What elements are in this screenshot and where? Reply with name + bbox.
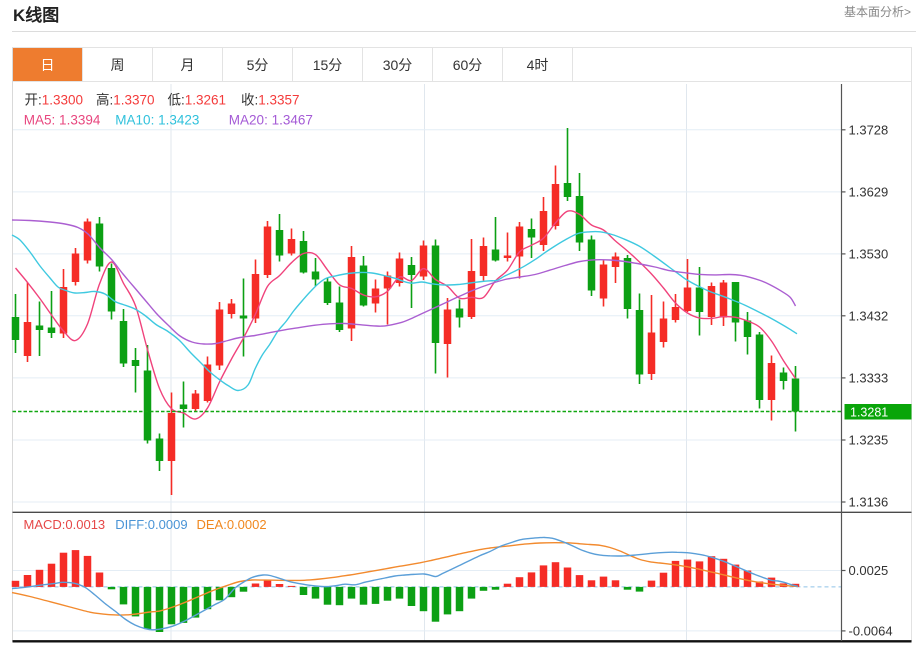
svg-text:1.3281: 1.3281 (850, 405, 888, 419)
svg-text:1.3530: 1.3530 (849, 246, 889, 261)
svg-text:开:1.3300: 开:1.3300 (25, 93, 84, 108)
svg-text:1.3235: 1.3235 (849, 433, 889, 448)
svg-text:0.0025: 0.0025 (849, 563, 889, 578)
svg-text:1.3432: 1.3432 (849, 308, 889, 323)
svg-text:MA5: 1.3394: MA5: 1.3394 (24, 113, 101, 128)
svg-text:DEA:0.0002: DEA:0.0002 (197, 517, 267, 532)
svg-text:MACD:0.0013: MACD:0.0013 (24, 517, 106, 532)
svg-text:高:1.3370: 高:1.3370 (96, 92, 155, 108)
svg-text:低:1.3261: 低:1.3261 (168, 93, 227, 108)
svg-text:MA20: 1.3467: MA20: 1.3467 (229, 113, 313, 128)
svg-text:1.3333: 1.3333 (849, 370, 889, 385)
svg-text:1.3136: 1.3136 (849, 495, 889, 510)
svg-text:收:1.3357: 收:1.3357 (241, 93, 300, 108)
svg-text:1.3728: 1.3728 (849, 122, 889, 137)
svg-text:MA10: 1.3423: MA10: 1.3423 (115, 113, 199, 128)
svg-text:1.3629: 1.3629 (849, 184, 889, 199)
svg-text:-0.0064: -0.0064 (849, 623, 893, 638)
svg-text:DIFF:0.0009: DIFF:0.0009 (115, 517, 187, 532)
